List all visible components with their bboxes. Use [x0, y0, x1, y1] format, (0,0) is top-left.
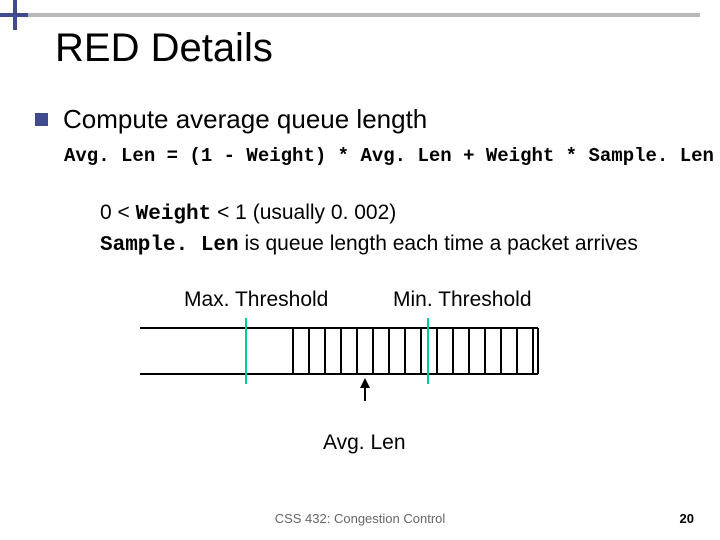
- notes-block: 0 < Weight < 1 (usually 0. 002) Sample. …: [100, 198, 638, 261]
- label-max-threshold: Max. Threshold: [184, 288, 328, 312]
- title-rule: [28, 13, 700, 17]
- label-avg-len: Avg. Len: [323, 431, 406, 455]
- queue-svg: [138, 318, 558, 438]
- note-line-1: 0 < Weight < 1 (usually 0. 002): [100, 198, 638, 229]
- bullet-row: Compute average queue length: [35, 104, 427, 135]
- label-min-threshold: Min. Threshold: [393, 288, 532, 312]
- footer-text: CSS 432: Congestion Control: [0, 511, 720, 526]
- formula-text: Avg. Len = (1 - Weight) * Avg. Len + Wei…: [64, 145, 714, 167]
- bullet-icon: [35, 113, 48, 126]
- queue-diagram: Max. Threshold Min. Threshold Avg. Len: [138, 288, 558, 448]
- bullet-text: Compute average queue length: [63, 104, 427, 135]
- note-line-2: Sample. Len is queue length each time a …: [100, 229, 638, 260]
- page-number: 20: [680, 511, 694, 526]
- slide-title: RED Details: [55, 26, 273, 71]
